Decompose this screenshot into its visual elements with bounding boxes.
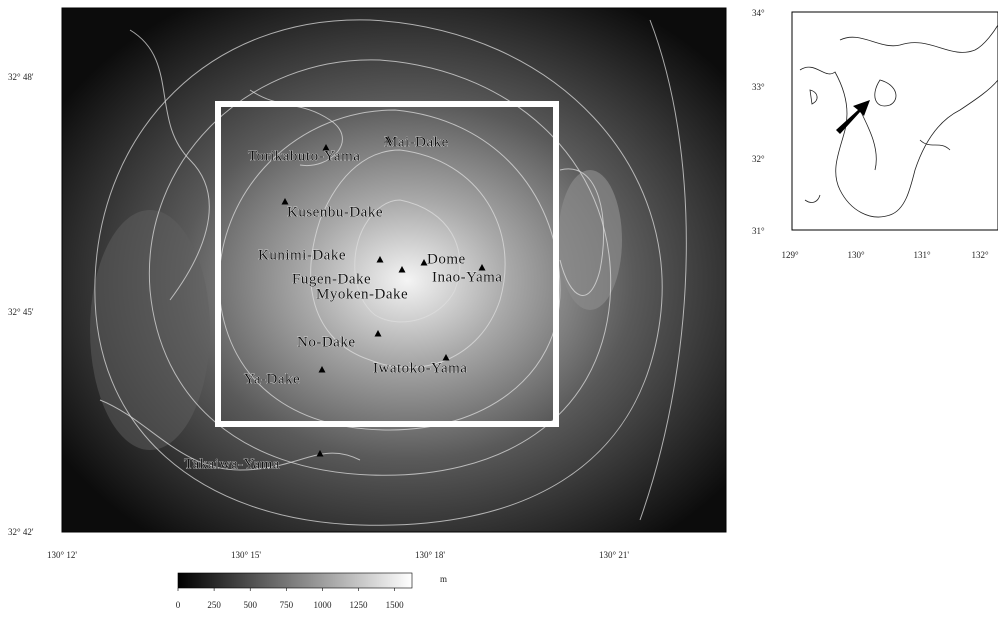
inset-latitude-label: 31° (752, 226, 765, 236)
colorbar-unit: m (440, 574, 447, 584)
peak-label: Torikabuto-Yama (248, 148, 360, 164)
peak-label: Iwatoko-Yama (373, 360, 467, 376)
relief-map (62, 8, 726, 532)
longitude-label: 130° 12' (47, 550, 77, 560)
peak-label: Myoken-Dake (316, 286, 408, 302)
colorbar-tick-label: 1500 (386, 600, 405, 610)
figure: Mai-Dake Torikabuto-Yama Kusenbu-Dake Kunim… (0, 0, 998, 616)
colorbar-tick-label: 1000 (313, 600, 332, 610)
peak-label: Takaiwa-Yama (184, 456, 280, 472)
inset-latitude-label: 33° (752, 82, 765, 92)
colorbar-tick-label: 0 (176, 600, 181, 610)
longitude-label: 130° 21' (599, 550, 629, 560)
latitude-label: 32° 45' (8, 307, 34, 317)
peak-label: Mai-Dake (384, 134, 449, 150)
inset-longitude-label: 129° (781, 250, 799, 260)
inset-longitude-label: 132° (971, 250, 989, 260)
inset-frame (792, 12, 998, 230)
inset-latitude-label: 34° (752, 8, 765, 18)
colorbar-tick-label: 750 (280, 600, 294, 610)
colorbar-tick-label: 500 (243, 600, 257, 610)
peak-label: Kusenbu-Dake (287, 204, 383, 220)
inset-map (792, 12, 998, 230)
colorbar-gradient (178, 573, 412, 588)
peak-label: No-Dake (297, 334, 355, 350)
peak-label: Kunimi-Dake (258, 247, 346, 263)
latitude-label: 32° 42' (8, 527, 34, 537)
elevation (90, 210, 210, 450)
inset-latitude-label: 32° (752, 154, 765, 164)
longitude-label: 130° 15' (231, 550, 261, 560)
peak-label: Inao-Yama (432, 269, 502, 285)
longitude-label: 130° 18' (415, 550, 445, 560)
colorbar-tick-label: 250 (207, 600, 221, 610)
colorbar: m (178, 573, 447, 588)
inset-longitude-label: 131° (913, 250, 931, 260)
latitude-label: 32° 48' (8, 72, 34, 82)
peak-label: Dome (427, 251, 466, 267)
colorbar-tick-label: 1250 (350, 600, 369, 610)
peak-label: Ya-Dake (244, 371, 300, 387)
peak-label: Fugen-Dake (292, 271, 371, 287)
inset-longitude-label: 130° (847, 250, 865, 260)
